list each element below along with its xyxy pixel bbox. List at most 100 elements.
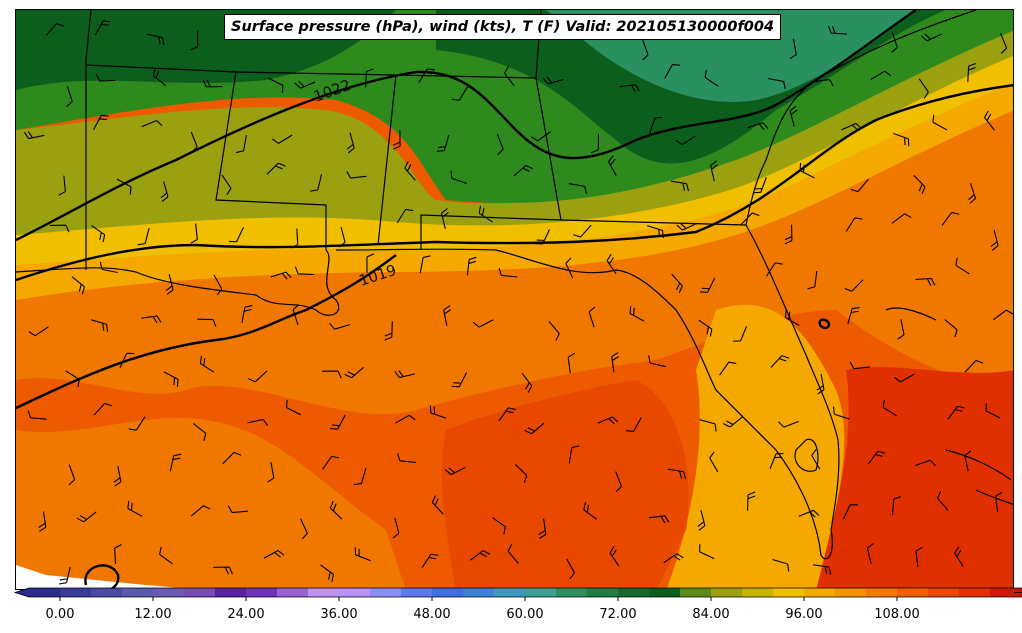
wind-barb (841, 122, 862, 131)
colorbar-segment (432, 588, 464, 597)
wind-barb (396, 208, 414, 224)
wind-barb (993, 309, 1013, 321)
wind-barb (915, 277, 936, 286)
colorbar-segment (525, 588, 557, 597)
wind-barb (263, 550, 285, 559)
wind-barb (190, 505, 211, 517)
wind-barb (697, 510, 706, 531)
wind-barb (322, 370, 342, 379)
wind-barb (329, 322, 350, 330)
wind-barb (542, 76, 564, 85)
colorbar-segment (29, 588, 61, 597)
wind-barb (404, 161, 416, 181)
wind-barb (753, 177, 767, 194)
wind-barb (392, 517, 400, 539)
colorbar-ticks (59, 597, 898, 601)
wind-barb (300, 518, 308, 540)
wind-barb (68, 464, 76, 486)
wind-barb (778, 420, 799, 428)
bahamas-1 (945, 449, 1012, 481)
colorbar-segment (401, 588, 433, 597)
border-ar-la (85, 64, 327, 250)
wind-barb (954, 546, 964, 567)
wind-barb (27, 410, 47, 420)
wind-barb (354, 547, 371, 562)
colorbar-segment (153, 588, 185, 597)
wind-barb (267, 462, 275, 483)
wind-barb (609, 546, 620, 567)
wind-barb (266, 162, 286, 175)
colorbar-segment (339, 588, 371, 597)
colorbar-tick-label: 0.00 (45, 607, 75, 622)
colorbar-segment (60, 588, 92, 597)
wind-barb (671, 273, 683, 294)
wind-barb (222, 451, 242, 465)
wind-barb (221, 174, 232, 195)
wind-barb (28, 326, 49, 337)
band-olive (16, 20, 1013, 235)
wind-barb (227, 505, 248, 514)
wind-barb (629, 305, 645, 322)
wind-barb (642, 39, 649, 61)
colorbar-segment (680, 588, 712, 597)
wind-barb (202, 79, 223, 88)
wind-barb (394, 370, 416, 379)
colorbar-segment (494, 588, 526, 597)
wind-barb (114, 544, 122, 564)
wind-barb (213, 566, 233, 575)
wind-barb (608, 155, 617, 176)
wind-barb (507, 544, 519, 564)
wind-barb (747, 491, 756, 511)
colorbar-segment (773, 588, 805, 597)
isobar-1019 (16, 84, 1013, 282)
wind-barb (49, 224, 70, 233)
wind-barb (466, 256, 477, 276)
wind-barb (915, 546, 923, 568)
border-tx-la (85, 10, 92, 270)
wind-barb (365, 68, 374, 88)
wind-barb (967, 63, 976, 83)
gulf-coast-west (16, 249, 340, 316)
wind-barb (709, 160, 718, 182)
wind-barb (964, 360, 984, 373)
colorbar-tick-label: 48.00 (413, 607, 451, 622)
wind-barb (897, 319, 905, 340)
wind-barb (827, 25, 848, 35)
wind-barb (165, 274, 174, 295)
missing-data-region (16, 565, 193, 589)
wind-barb (272, 134, 293, 144)
wind-barb (213, 274, 223, 296)
colorbar-segment (804, 588, 836, 597)
wind-barb (670, 180, 690, 192)
wind-barb (524, 422, 545, 435)
wind-barb (789, 105, 798, 127)
wind-barb (597, 416, 619, 425)
wind-barbs (23, 18, 1013, 585)
wind-barb (353, 468, 367, 486)
weather-map: 1022 1019 (15, 9, 1014, 590)
wind-barb (478, 205, 493, 223)
colorbar-segment (897, 588, 929, 597)
wind-barb (38, 511, 47, 532)
wind-barb (915, 459, 936, 467)
wind-barb (431, 495, 444, 515)
wind-barb (740, 212, 760, 225)
wind-barb (152, 68, 167, 87)
wind-barb (667, 468, 687, 480)
wind-barb (615, 471, 622, 493)
wind-barb (429, 405, 447, 419)
wind-barb (968, 183, 977, 204)
wind-barb (784, 309, 800, 326)
wind-barb (812, 564, 832, 575)
wind-barb (248, 370, 268, 383)
wind-barb (397, 453, 416, 464)
wind-barb (767, 77, 786, 90)
wind-barb (891, 213, 912, 224)
colorbar-tick-label: 60.00 (506, 607, 544, 622)
wind-barb (472, 319, 494, 328)
wind-barb (675, 135, 696, 146)
wind-barb (450, 170, 468, 184)
wind-barb (722, 416, 743, 428)
wind-barb (936, 491, 949, 511)
wind-barb (770, 355, 790, 368)
